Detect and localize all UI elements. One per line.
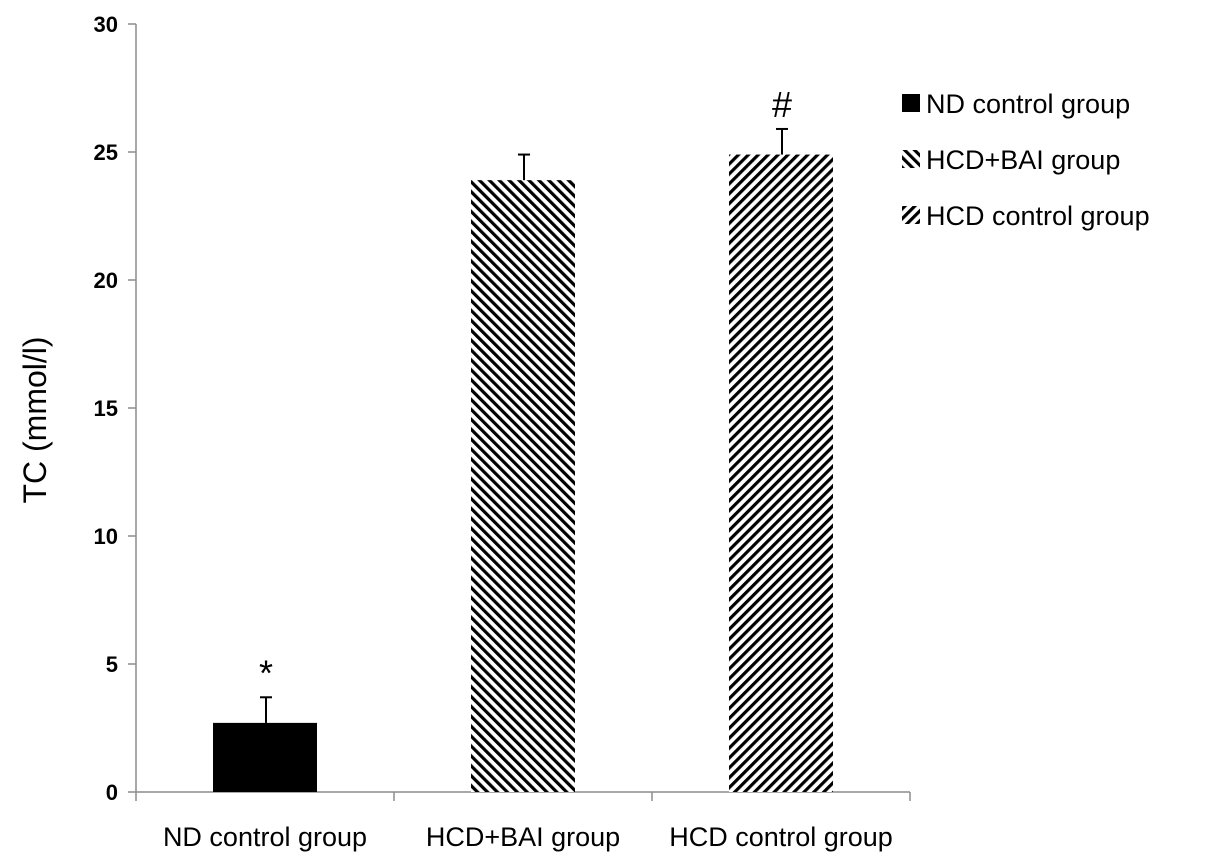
bars [213, 154, 833, 792]
legend-item: ND control group [902, 89, 1130, 119]
legend-label: HCD+BAI group [926, 145, 1120, 175]
x-category-label: HCD control group [669, 822, 893, 852]
error-bar-2 [518, 153, 530, 181]
y-tick-label: 10 [94, 524, 118, 549]
x-category-label: HCD+BAI group [426, 822, 620, 852]
legend: ND control group HCD+BAI group HCD control… [902, 89, 1150, 231]
y-ticks: 0 5 10 15 20 25 30 [94, 12, 136, 805]
bar-3 [729, 154, 833, 792]
error-bars [260, 127, 788, 723]
legend-item: HCD control group [902, 201, 1150, 231]
error-bar-3 [776, 127, 788, 155]
y-tick-label: 15 [94, 396, 118, 421]
significance-mark-1: * [259, 652, 273, 693]
bar-1 [213, 722, 317, 792]
y-tick-label: 5 [106, 652, 118, 677]
y-tick-label: 25 [94, 140, 118, 165]
x-ticks [135, 792, 911, 801]
significance-mark-3: # [772, 84, 792, 125]
bar-2 [471, 180, 575, 792]
error-bar-1 [260, 696, 272, 723]
legend-swatch [902, 94, 920, 112]
y-tick-label: 30 [94, 12, 118, 37]
legend-label: HCD control group [926, 201, 1150, 231]
legend-swatch [902, 206, 920, 224]
legend-item: HCD+BAI group [902, 145, 1120, 175]
legend-swatch [902, 150, 920, 168]
y-tick-label: 20 [94, 268, 118, 293]
x-category-label: ND control group [163, 822, 367, 852]
y-tick-label: 0 [106, 780, 118, 805]
category-labels: ND control group HCD+BAI group HCD control… [163, 822, 893, 852]
y-axis-title: TC (mmol/l) [17, 336, 53, 503]
significance-marks: *# [259, 84, 792, 693]
legend-label: ND control group [926, 89, 1130, 119]
